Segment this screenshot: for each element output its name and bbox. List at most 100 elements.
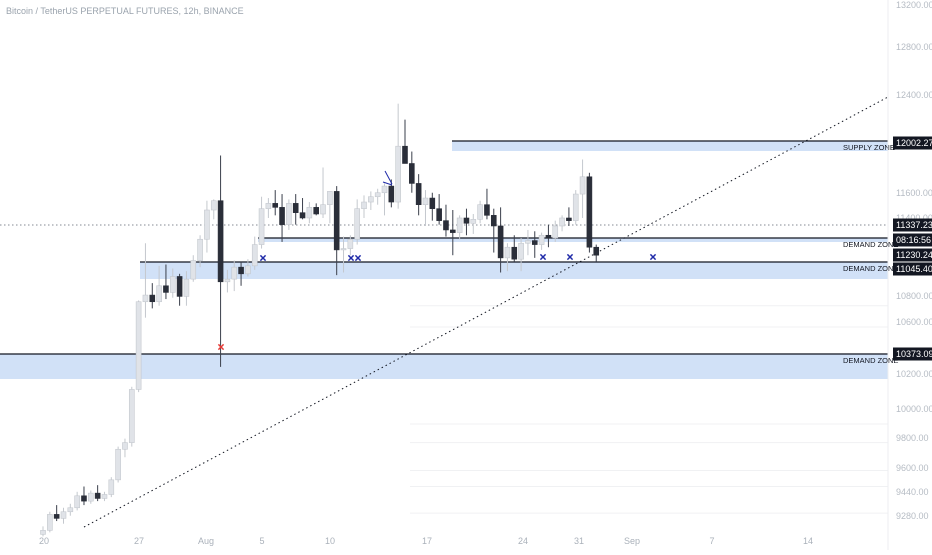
candle-body <box>313 207 320 215</box>
candle-body <box>395 145 401 203</box>
candle-body <box>286 203 292 225</box>
y-tick-label: 13200.00 <box>896 0 932 10</box>
zone-fill <box>140 262 888 279</box>
candle-body <box>217 200 224 283</box>
candle-body <box>443 220 449 231</box>
candle-body <box>279 207 285 225</box>
x-tick-label: 5 <box>259 536 264 546</box>
candle-body <box>538 234 545 245</box>
candle-body <box>333 191 340 251</box>
candle-body <box>81 495 87 502</box>
candle-body <box>463 217 470 224</box>
candle-body <box>163 285 169 293</box>
candle-body <box>361 201 367 209</box>
candle-body <box>67 507 74 513</box>
candle-body <box>101 494 108 499</box>
candle-body <box>122 442 128 450</box>
candle-body <box>258 208 265 245</box>
candle-body <box>504 246 511 259</box>
x-tick-label: 14 <box>803 536 813 546</box>
candle-body <box>484 204 490 216</box>
y-tick-label: 10000.00 <box>896 404 932 414</box>
candle-body <box>149 294 156 303</box>
price-tag-label: 11230.24 <box>896 250 932 260</box>
candle-body <box>265 203 272 209</box>
price-tag <box>893 218 932 232</box>
candle-body <box>94 492 101 499</box>
candle-body <box>381 185 388 194</box>
candle-body <box>402 145 408 164</box>
zone-fill <box>258 238 888 242</box>
zone-fill <box>0 354 888 379</box>
candle-body <box>238 266 244 275</box>
x-tick-label: Sep <box>624 536 640 546</box>
candle-body <box>566 217 572 221</box>
candle-body <box>156 285 162 303</box>
candle-body <box>210 200 217 211</box>
candle-body <box>53 514 60 519</box>
candle-body <box>436 208 442 221</box>
x-tick-label: 24 <box>518 536 528 546</box>
candle-body <box>183 278 190 297</box>
candle-body <box>586 176 593 248</box>
candle-body <box>306 207 313 219</box>
price-tag-label: 08:16:56 <box>896 235 931 245</box>
candle-body <box>190 260 197 280</box>
price-tag-label: 12002.27 <box>896 138 932 148</box>
y-tick-label: 12800.00 <box>896 42 932 52</box>
candle-body <box>197 238 203 261</box>
candle-body <box>511 246 518 260</box>
candle-body <box>320 204 326 215</box>
x-marker <box>566 253 574 261</box>
price-tag <box>893 136 932 150</box>
candle-body <box>340 248 347 251</box>
zone-label: DEMAND ZONE <box>843 356 898 365</box>
x-marker <box>649 253 657 261</box>
marker-layer <box>217 170 657 351</box>
candle-body <box>572 193 579 221</box>
candle-body <box>327 191 333 205</box>
candle-body <box>422 197 429 205</box>
y-tick-label: 9600.00 <box>896 463 929 473</box>
x-marker <box>259 254 267 262</box>
candle-body <box>497 225 504 259</box>
x-tick-label: 20 <box>39 536 49 546</box>
candle-body <box>470 219 477 224</box>
zone-label: DEMAND ZONE <box>843 240 898 249</box>
zone-layer: SUPPLY ZONE DEMAND ZONE DEMAND ZONE DEMAND … <box>0 140 898 379</box>
x-marker <box>347 254 355 262</box>
candle-body <box>251 244 258 267</box>
candle-body <box>204 209 210 240</box>
zone-label: DEMAND ZONE <box>843 264 898 273</box>
y-tick-label: 9280.00 <box>896 511 929 521</box>
candle-body <box>176 276 183 297</box>
zone-label: SUPPLY ZONE <box>843 143 895 152</box>
candle-body <box>231 266 238 280</box>
candle-body <box>477 204 483 220</box>
drawn-arrow <box>382 181 393 186</box>
candle-body <box>388 185 395 203</box>
candle-body <box>135 301 142 390</box>
trendline <box>83 96 889 528</box>
candle-body <box>299 212 306 219</box>
y-tick-label: 10600.00 <box>896 317 932 327</box>
price-tag-label: 11045.40 <box>896 264 932 274</box>
candle-body <box>374 192 381 198</box>
candle-body <box>409 163 415 184</box>
x-tick-label: 7 <box>709 536 714 546</box>
candle-body <box>545 234 552 239</box>
x-marker <box>539 253 547 261</box>
x-tick-label: 17 <box>422 536 432 546</box>
candle-body <box>518 242 524 260</box>
candle-body <box>490 215 497 227</box>
candle-body <box>108 479 115 495</box>
candle-body <box>559 217 565 227</box>
candle-body <box>579 176 586 195</box>
price-tag-label: 10373.09 <box>896 349 932 359</box>
axis-layer: 13200.0012800.0012400.0012000.0011600.00… <box>39 0 932 546</box>
candle-body <box>169 276 176 293</box>
y-tick-label: 9440.00 <box>896 487 929 497</box>
price-tag <box>893 233 932 247</box>
candle-body <box>429 197 436 209</box>
